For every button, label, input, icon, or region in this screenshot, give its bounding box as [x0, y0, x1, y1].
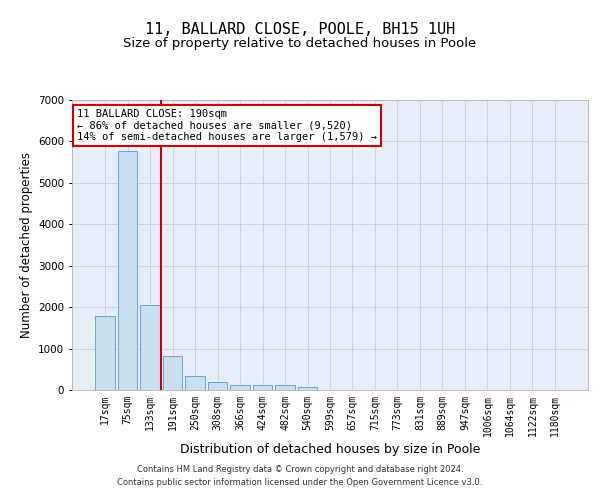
Bar	[140, 304, 160, 390]
Bar	[230, 385, 250, 390]
Bar	[163, 356, 182, 390]
Text: Size of property relative to detached houses in Poole: Size of property relative to detached ho…	[124, 38, 476, 51]
Text: Contains HM Land Registry data © Crown copyright and database right 2024.: Contains HM Land Registry data © Crown c…	[137, 466, 463, 474]
Bar	[208, 382, 227, 390]
Bar	[298, 386, 317, 390]
Bar	[253, 386, 272, 390]
Y-axis label: Number of detached properties: Number of detached properties	[20, 152, 32, 338]
Bar	[118, 150, 137, 390]
Bar	[275, 386, 295, 390]
Bar	[95, 316, 115, 390]
X-axis label: Distribution of detached houses by size in Poole: Distribution of detached houses by size …	[180, 443, 480, 456]
Bar	[185, 376, 205, 390]
Text: 11 BALLARD CLOSE: 190sqm
← 86% of detached houses are smaller (9,520)
14% of sem: 11 BALLARD CLOSE: 190sqm ← 86% of detach…	[77, 108, 377, 142]
Text: Contains public sector information licensed under the Open Government Licence v3: Contains public sector information licen…	[118, 478, 482, 487]
Text: 11, BALLARD CLOSE, POOLE, BH15 1UH: 11, BALLARD CLOSE, POOLE, BH15 1UH	[145, 22, 455, 38]
